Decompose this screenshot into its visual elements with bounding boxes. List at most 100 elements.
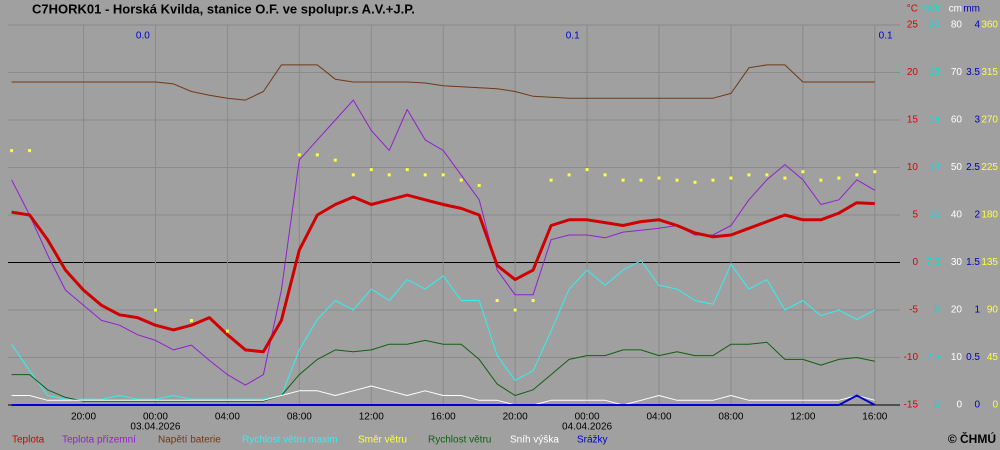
- annotation: 0.1: [879, 31, 893, 42]
- y-tick-label: 3.5: [966, 67, 980, 78]
- y-tick-label: 180: [981, 210, 998, 221]
- y-tick-label: 10: [951, 352, 963, 363]
- wind-direction-dot: [459, 178, 463, 182]
- axis-unit: °C: [907, 4, 918, 15]
- y-tick-label: 360: [981, 20, 998, 31]
- x-tick-label: 12:00: [359, 412, 384, 423]
- y-tick-label: 1: [974, 305, 980, 316]
- x-tick-label: 08:00: [287, 412, 312, 423]
- y-tick-label: 15: [929, 115, 941, 126]
- wind-direction-dot: [441, 173, 445, 177]
- y-tick-label: 1.5: [966, 257, 980, 268]
- series-line: [11, 394, 876, 406]
- date-label: 03.04.2026: [130, 422, 180, 433]
- wind-direction-dot: [387, 173, 391, 177]
- legend-entry: Rychlost větru maxim: [242, 435, 338, 446]
- y-tick-label: 3: [974, 115, 980, 126]
- wind-direction-dot: [369, 168, 373, 172]
- wind-direction-dot: [10, 149, 14, 153]
- y-tick-label: 0: [974, 400, 980, 411]
- wind-direction-dot: [819, 178, 823, 182]
- wind-direction-dot: [477, 183, 481, 187]
- date-label: 04.04.2026: [562, 422, 612, 433]
- y-tick-label: 13: [929, 162, 941, 173]
- annotation: 0.0: [136, 31, 150, 42]
- legend-entry: Směr větru: [358, 435, 407, 446]
- y-tick-label: 15: [907, 115, 919, 126]
- y-tick-label: 25: [907, 20, 919, 31]
- legend-entry: Teplota přízemní: [62, 435, 136, 446]
- wind-direction-dot: [423, 173, 427, 177]
- chart-title: C7HORK01 - Horská Kvilda, stanice O.F. v…: [32, 1, 415, 16]
- y-tick-label: 20: [907, 67, 919, 78]
- y-tick-label: 0: [912, 257, 918, 268]
- wind-direction-dot: [621, 178, 625, 182]
- legend-entry: Sníh výška: [510, 435, 559, 446]
- y-tick-label: 0.5: [966, 352, 980, 363]
- y-tick-label: 225: [981, 162, 998, 173]
- wind-direction-dot: [873, 170, 877, 174]
- x-tick-label: 12:00: [790, 412, 815, 423]
- y-tick-label: 90: [987, 305, 999, 316]
- y-tick-label: 0: [934, 400, 940, 411]
- wind-direction-dot: [567, 173, 571, 177]
- y-tick-label: -5: [909, 305, 918, 316]
- y-tick-label: 20: [929, 20, 941, 31]
- y-tick-label: 60: [951, 115, 963, 126]
- series-line: [11, 260, 876, 400]
- legend-entry: Rychlost větru: [428, 435, 491, 446]
- x-tick-label: 04:00: [647, 412, 672, 423]
- axis-unit: mm: [963, 4, 980, 15]
- y-tick-label: 45: [987, 352, 999, 363]
- y-tick-label: 80: [951, 20, 963, 31]
- wind-direction-dot: [855, 173, 859, 177]
- wind-direction-dot: [315, 153, 319, 157]
- series-line: [11, 193, 875, 354]
- y-tick-label: 0: [956, 400, 962, 411]
- y-tick-label: 5: [934, 305, 940, 316]
- axis-unit: cm: [949, 4, 962, 15]
- y-tick-label: 7.5: [926, 257, 940, 268]
- y-tick-label: 5: [912, 210, 918, 221]
- y-tick-label: 135: [981, 257, 998, 268]
- y-tick-label: 10: [929, 210, 941, 221]
- y-tick-label: -10: [904, 352, 919, 363]
- wind-direction-dot: [225, 329, 229, 333]
- credit: © ČHMÚ: [948, 431, 996, 446]
- x-tick-label: 08:00: [718, 412, 743, 423]
- wind-direction-dot: [297, 153, 301, 157]
- wind-direction-dot: [801, 170, 805, 174]
- y-tick-label: 40: [951, 210, 963, 221]
- axis-unit: m/s: [924, 4, 940, 15]
- wind-direction-dot: [28, 149, 32, 153]
- wind-direction-dot: [405, 168, 409, 172]
- x-tick-label: 20:00: [503, 412, 528, 423]
- y-tick-label: 270: [981, 115, 998, 126]
- wind-direction-dot: [351, 173, 355, 177]
- wind-direction-dot: [153, 308, 157, 312]
- y-tick-label: 18: [929, 67, 941, 78]
- wind-direction-dot: [747, 173, 751, 177]
- y-tick-label: 2.5: [966, 162, 980, 173]
- y-tick-label: 0: [992, 400, 998, 411]
- y-tick-label: 30: [951, 257, 963, 268]
- wind-direction-dot: [333, 158, 337, 162]
- wind-direction-dot: [657, 176, 661, 180]
- y-tick-label: -15: [904, 400, 919, 411]
- wind-direction-dot: [585, 168, 589, 172]
- series-line: [11, 64, 875, 101]
- wind-direction-dot: [729, 176, 733, 180]
- y-tick-label: 4: [974, 20, 980, 31]
- x-tick-label: 00:00: [143, 412, 168, 423]
- wind-direction-dot: [837, 176, 841, 180]
- legend-entry: Teplota: [12, 435, 45, 446]
- y-tick-label: 2.5: [926, 352, 940, 363]
- y-tick-label: 70: [951, 67, 963, 78]
- wind-direction-dot: [711, 178, 715, 182]
- legend-entry: Napětí baterie: [158, 435, 221, 446]
- wind-direction-dot: [765, 173, 769, 177]
- x-tick-label: 00:00: [575, 412, 600, 423]
- y-tick-label: 315: [981, 67, 998, 78]
- y-tick-label: 2: [974, 210, 980, 221]
